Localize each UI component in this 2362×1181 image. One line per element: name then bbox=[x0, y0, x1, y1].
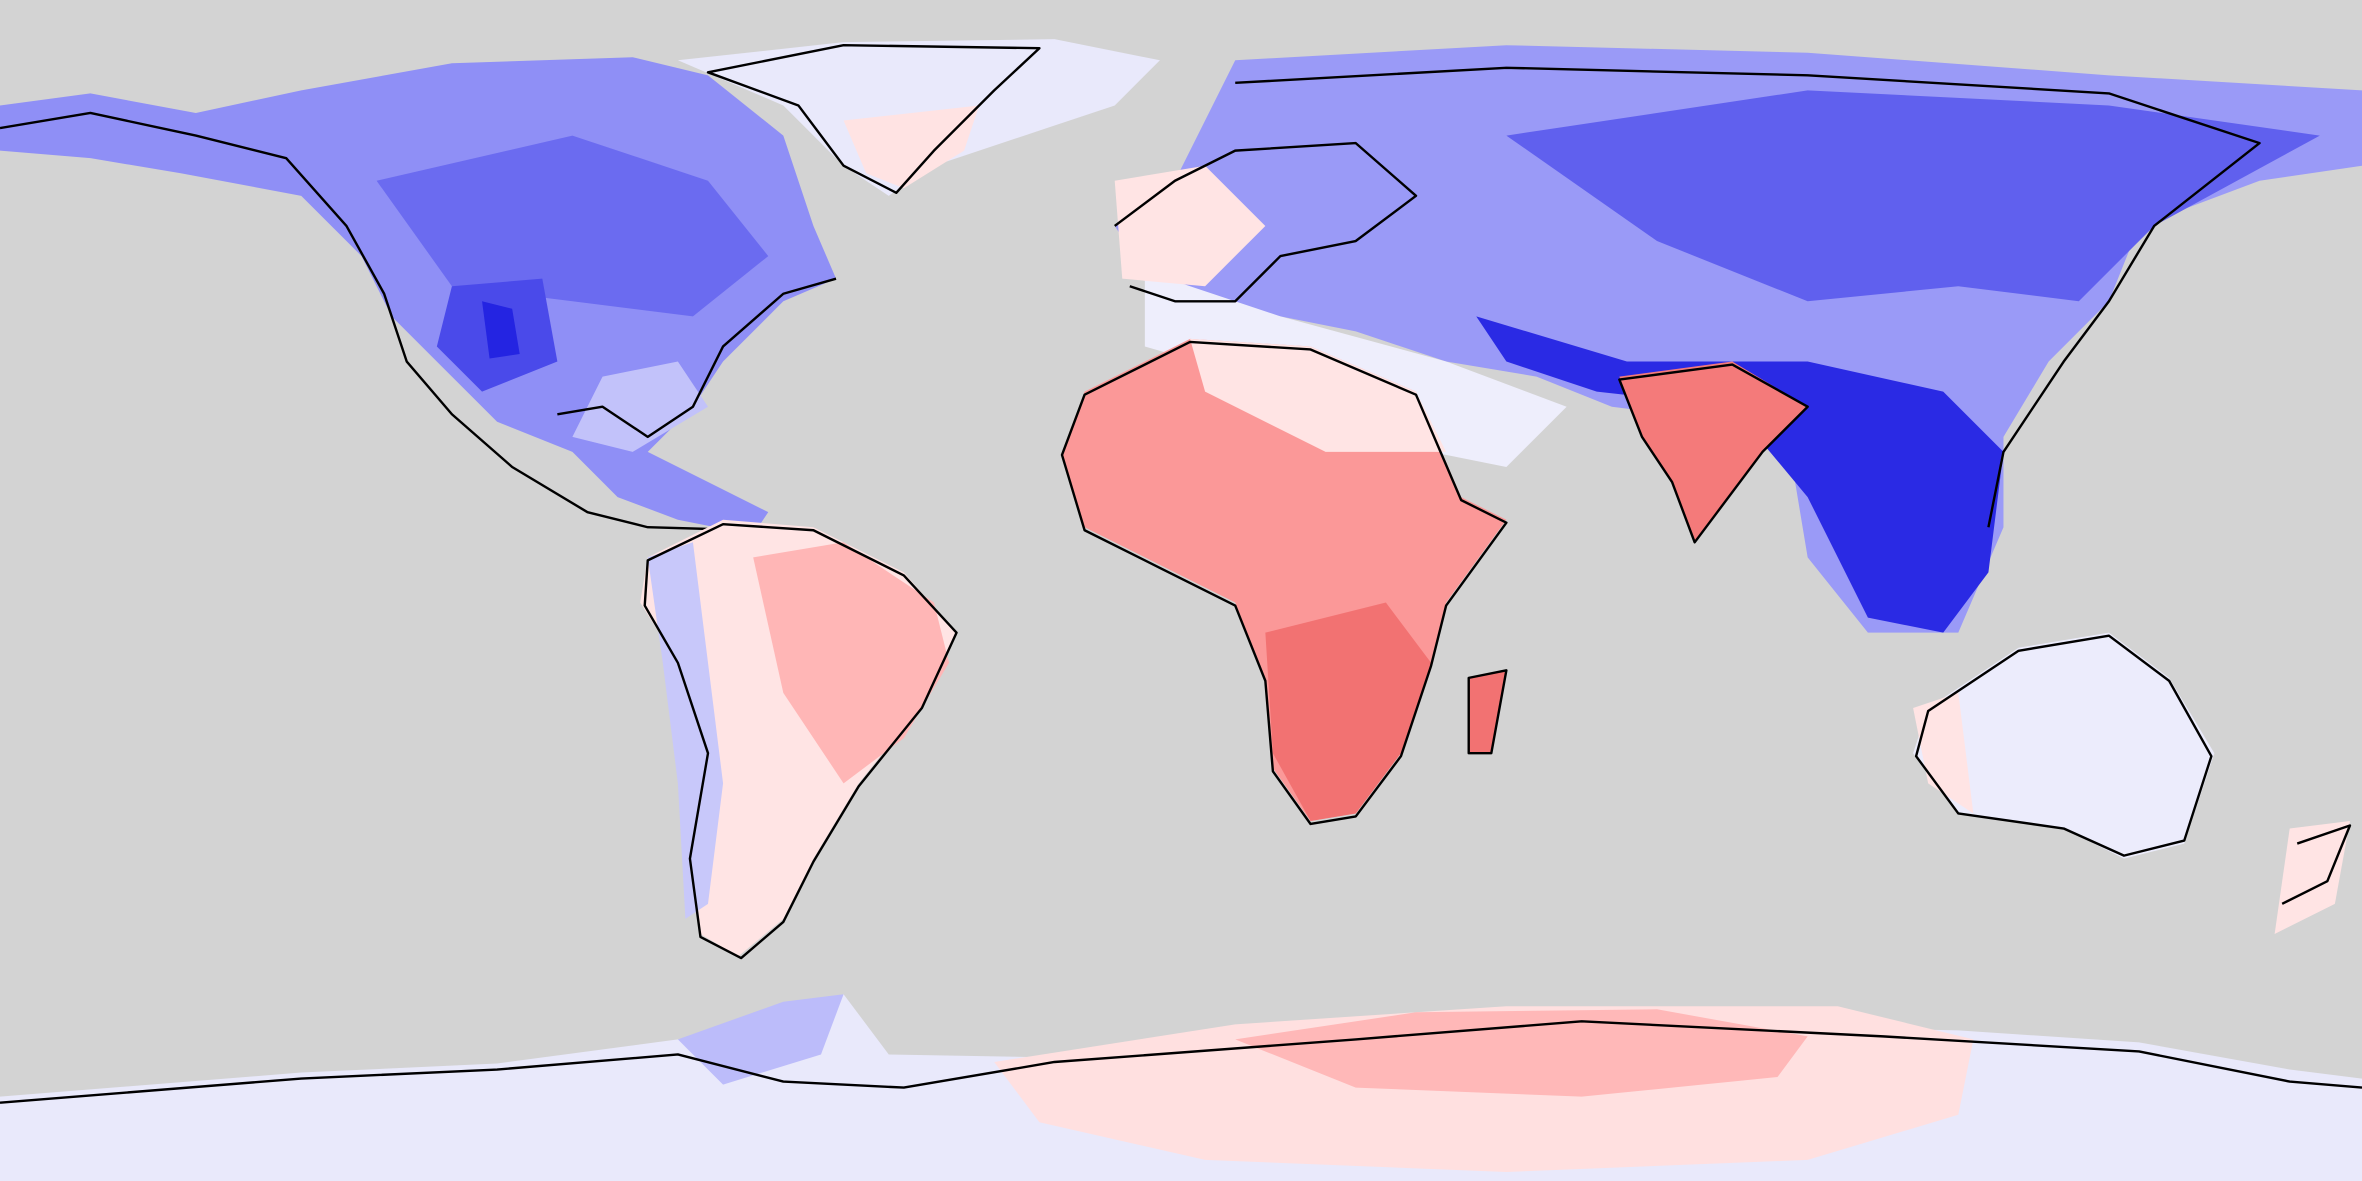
coastline bbox=[706, 43, 1041, 195]
antarctic-peninsula bbox=[677, 994, 844, 1085]
coastline bbox=[557, 277, 837, 439]
coastline bbox=[1467, 669, 1508, 755]
coastline bbox=[0, 111, 754, 532]
coastline bbox=[0, 1020, 2362, 1104]
north-america-cold bbox=[376, 135, 769, 317]
andes-cold bbox=[647, 542, 724, 919]
coastline bbox=[2281, 824, 2352, 905]
coastline bbox=[1235, 66, 2261, 528]
himalaya-asia-cold bbox=[1476, 316, 2004, 633]
brazil-warm bbox=[753, 542, 950, 784]
madagascar bbox=[1468, 670, 1507, 754]
australia bbox=[1913, 632, 2215, 859]
rockies-core bbox=[482, 301, 520, 359]
antarctica-warm-core bbox=[1235, 1009, 1808, 1097]
coastline bbox=[1914, 634, 2213, 857]
new-zealand bbox=[2274, 820, 2350, 934]
coastline bbox=[643, 523, 958, 960]
coastline bbox=[1618, 363, 1809, 544]
coastline bbox=[1113, 141, 1418, 303]
gulf-region bbox=[572, 361, 708, 452]
greenland-warm bbox=[843, 105, 980, 189]
sahara-north bbox=[1190, 338, 1447, 452]
india bbox=[1619, 361, 1808, 543]
australia-west bbox=[1913, 692, 1974, 814]
western-europe bbox=[1114, 165, 1266, 287]
southern-africa bbox=[1265, 602, 1432, 821]
siberia-cold bbox=[1506, 90, 2320, 302]
coastline bbox=[1060, 340, 1508, 826]
